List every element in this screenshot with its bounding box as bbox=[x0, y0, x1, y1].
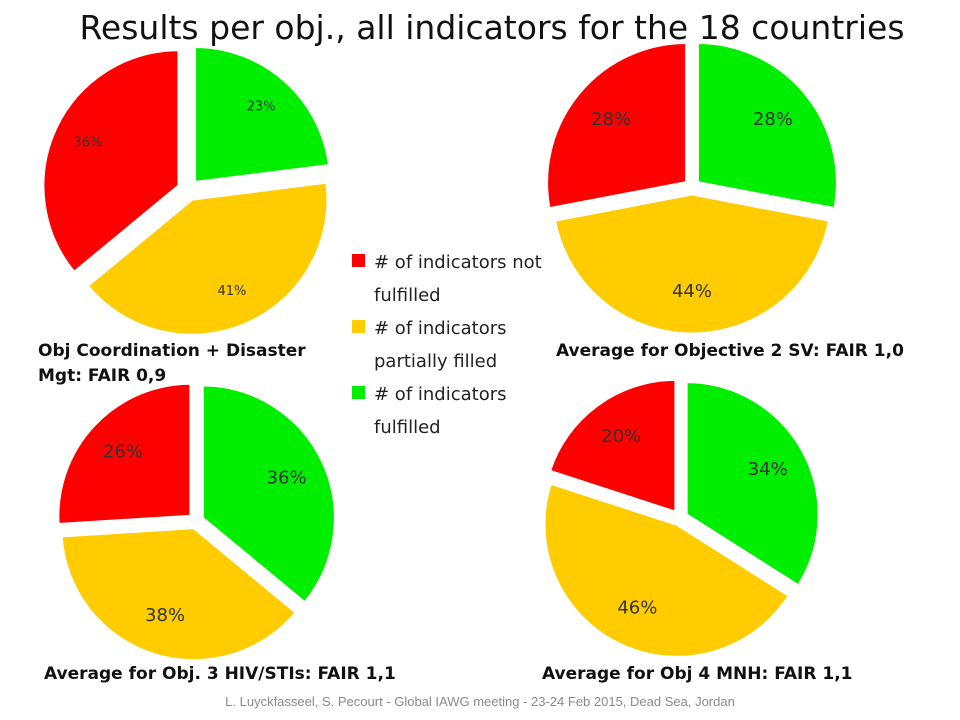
legend-label-line: # of indicators not bbox=[374, 252, 542, 273]
pie-chart-3: 36% 38% 26% bbox=[56, 381, 337, 663]
pie-label-2-1: 28% bbox=[753, 109, 793, 130]
legend-label-line: fulfilled bbox=[374, 285, 441, 306]
pie-label-1-1: 23% bbox=[247, 100, 276, 115]
chart-1-caption: Obj Coordination + Disaster Mgt: FAIR 0,… bbox=[38, 339, 306, 389]
chart-2-caption: Average for Objective 2 SV: FAIR 1,0 bbox=[556, 339, 904, 364]
chart-3-caption: Average for Obj. 3 HIV/STIs: FAIR 1,1 bbox=[44, 662, 396, 687]
pie-label-1-2: 41% bbox=[217, 284, 246, 299]
legend-label-line: # of indicators bbox=[374, 318, 507, 339]
pie-slice-4-1 bbox=[684, 380, 821, 588]
legend-swatch-green bbox=[352, 386, 365, 399]
pie-label-3-1: 36% bbox=[267, 467, 307, 488]
pie-slice-1-3 bbox=[41, 48, 181, 275]
legend-label-line: partially filled bbox=[374, 351, 498, 372]
pie-label-3-2: 38% bbox=[145, 605, 185, 626]
pie-label-2-3: 28% bbox=[591, 109, 631, 130]
legend-swatch-yellow bbox=[352, 320, 365, 333]
pie-slice-1-2 bbox=[85, 180, 330, 337]
footer: L. Luyckfasseel, S. Pecourt - Global IAW… bbox=[0, 694, 960, 709]
footer-text: L. Luyckfasseel, S. Pecourt - Global IAW… bbox=[219, 694, 741, 709]
chart-4-caption: Average for Obj 4 MNH: FAIR 1,1 bbox=[542, 662, 852, 687]
pie-chart-1: 23% 41% 36% bbox=[41, 44, 332, 337]
pie-slice-3-1 bbox=[200, 383, 337, 605]
slide-title: Results per obj., all indicators for the… bbox=[79, 8, 905, 47]
legend-label-line: # of indicators bbox=[374, 384, 507, 405]
pie-label-4-2: 46% bbox=[617, 598, 657, 619]
chart-1-caption-line-2: Mgt: FAIR 0,9 bbox=[38, 366, 167, 386]
pie-label-2-2: 44% bbox=[672, 281, 712, 302]
pie-slice-4-3 bbox=[547, 377, 678, 515]
pie-chart-2: 28% 44% 28% bbox=[545, 41, 839, 336]
pie-slice-4-2 bbox=[542, 481, 792, 659]
pie-slice-3-3 bbox=[56, 381, 193, 527]
legend-item-fulfilled: # of indicators fulfilled bbox=[352, 378, 552, 444]
pie-chart-4: 34% 46% 20% bbox=[542, 377, 821, 659]
pie-slice-2-2 bbox=[552, 192, 832, 336]
chart-2-caption-line-1: Average for Objective 2 SV: FAIR 1,0 bbox=[556, 341, 904, 361]
legend-label-line: fulfilled bbox=[374, 417, 441, 438]
pie-label-3-3: 26% bbox=[103, 441, 143, 462]
pie-slice-2-3 bbox=[545, 41, 689, 211]
pie-slice-1-1 bbox=[193, 44, 332, 185]
pie-slice-3-2 bbox=[59, 526, 299, 663]
pie-label-4-1: 34% bbox=[748, 459, 788, 480]
chart-1-caption-line-1: Obj Coordination + Disaster bbox=[38, 341, 306, 361]
legend-item-partially-filled: # of indicators partially filled bbox=[352, 312, 552, 378]
pie-slice-2-1 bbox=[695, 41, 839, 211]
chart-4-caption-line-1: Average for Obj 4 MNH: FAIR 1,1 bbox=[542, 664, 853, 684]
pie-label-1-3: 36% bbox=[73, 135, 102, 150]
legend-swatch-red bbox=[352, 254, 365, 267]
legend-item-not-fulfilled: # of indicators not fulfilled bbox=[352, 246, 552, 312]
pie-label-4-3: 20% bbox=[601, 426, 641, 447]
chart-3-caption-line-1: Average for Obj. 3 HIV/STIs: FAIR 1,1 bbox=[44, 664, 396, 684]
legend: # of indicators not fulfilled # of indic… bbox=[352, 246, 552, 444]
